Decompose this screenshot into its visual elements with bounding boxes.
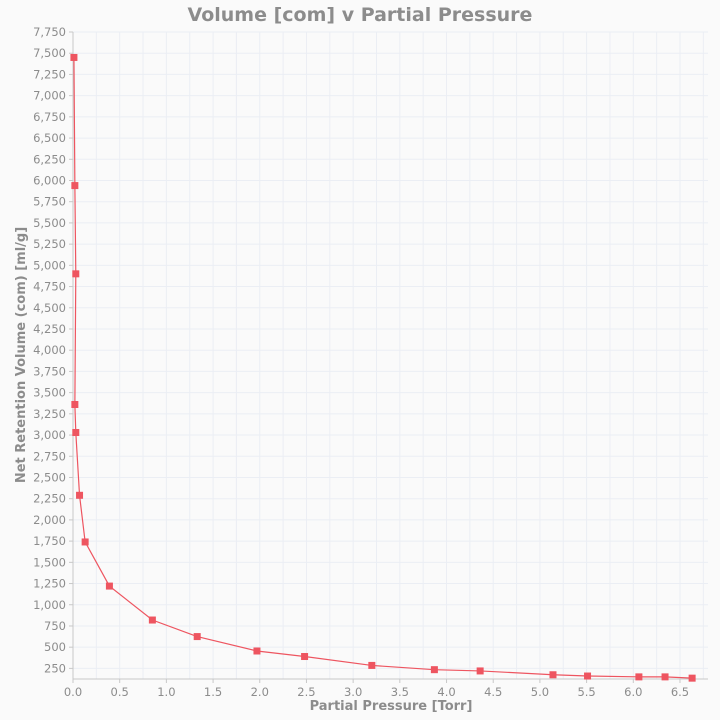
y-axis-title: Net Retention Volume (com) [ml/g] — [14, 227, 29, 483]
data-point[interactable] — [253, 647, 261, 655]
x-tick-label: 2.5 — [297, 685, 315, 699]
y-tick-label: 500 — [44, 640, 66, 654]
data-point[interactable] — [81, 538, 89, 546]
x-tick-label: 5.0 — [531, 685, 549, 699]
series — [70, 53, 696, 682]
data-point[interactable] — [72, 270, 80, 278]
data-point[interactable] — [148, 616, 156, 624]
y-tick-label: 7,500 — [33, 46, 66, 60]
x-tick-label: 4.5 — [484, 685, 502, 699]
x-tick-label: 5.5 — [577, 685, 595, 699]
y-tick-label: 4,500 — [33, 301, 66, 315]
y-tick-label: 5,500 — [33, 216, 66, 230]
x-tick-label: 4.0 — [437, 685, 455, 699]
y-tick-label: 5,000 — [33, 258, 66, 272]
y-tick-label: 1,250 — [33, 577, 66, 591]
data-point[interactable] — [688, 674, 696, 682]
y-tick-label: 5,250 — [33, 237, 66, 251]
y-tick-label: 2,250 — [33, 492, 66, 506]
y-tick-labels: 250 500 750 1,000 1,250 1,500 1,750 2,000 2,250 2… — [33, 25, 66, 675]
y-tick-label: 7,250 — [33, 67, 66, 81]
y-tick-label: 4,750 — [33, 280, 66, 294]
chart-title: Volume [com] v Partial Pressure — [188, 4, 533, 26]
y-tick-label: 4,000 — [33, 343, 66, 357]
y-tick-label: 2,000 — [33, 513, 66, 527]
y-tick-label: 3,000 — [33, 428, 66, 442]
data-point[interactable] — [70, 53, 78, 61]
y-tick-label: 1,750 — [33, 534, 66, 548]
data-point[interactable] — [661, 673, 669, 681]
y-tick-label: 7,000 — [33, 89, 66, 103]
y-tick-label: 2,500 — [33, 470, 66, 484]
x-tick-label: 6.5 — [671, 685, 689, 699]
x-tick-label: 1.0 — [157, 685, 175, 699]
y-tick-label: 2,750 — [33, 449, 66, 463]
x-tick-label: 3.0 — [344, 685, 362, 699]
y-tick-label: 6,250 — [33, 152, 66, 166]
series-line — [73, 57, 693, 679]
data-point[interactable] — [430, 666, 438, 674]
y-tick-label: 3,750 — [33, 364, 66, 378]
y-tick-label: 1,000 — [33, 598, 66, 612]
y-tick-label: 7,750 — [33, 25, 66, 39]
y-tick-label: 6,750 — [33, 110, 66, 124]
y-tick-label: 6,000 — [33, 173, 66, 187]
x-tick-label: 0.0 — [64, 685, 82, 699]
data-point[interactable] — [635, 673, 643, 681]
data-point[interactable] — [193, 633, 201, 641]
y-tick-label: 6,500 — [33, 131, 66, 145]
data-point[interactable] — [76, 491, 84, 499]
x-tick-label: 0.5 — [111, 685, 129, 699]
x-tick-label: 3.5 — [391, 685, 409, 699]
x-tick-labels: 0.0 0.5 1.0 1.5 2.0 2.5 3.0 3.5 4.0 4.5 5.0 5.5 6.0 6… — [64, 685, 689, 699]
y-tick-label: 750 — [44, 619, 66, 633]
y-tick-label: 1,500 — [33, 555, 66, 569]
x-tick-label: 6.0 — [624, 685, 642, 699]
y-tick-label: 3,500 — [33, 386, 66, 400]
x-axis-title: Partial Pressure [Torr] — [310, 699, 473, 714]
y-tick-label: 5,750 — [33, 195, 66, 209]
data-point[interactable] — [71, 182, 79, 190]
x-tick-label: 1.5 — [204, 685, 222, 699]
data-point[interactable] — [476, 667, 484, 675]
y-tick-label: 3,250 — [33, 407, 66, 421]
data-point[interactable] — [72, 429, 80, 437]
y-tick-label: 250 — [44, 661, 66, 675]
data-point[interactable] — [301, 653, 309, 661]
data-point[interactable] — [71, 401, 79, 409]
x-tick-label: 2.0 — [251, 685, 269, 699]
y-tick-label: 4,250 — [33, 322, 66, 336]
data-point[interactable] — [368, 661, 376, 669]
axes — [69, 31, 708, 683]
grid — [73, 31, 708, 679]
data-point[interactable] — [549, 671, 557, 679]
data-point[interactable] — [584, 672, 592, 680]
data-point[interactable] — [105, 582, 113, 590]
